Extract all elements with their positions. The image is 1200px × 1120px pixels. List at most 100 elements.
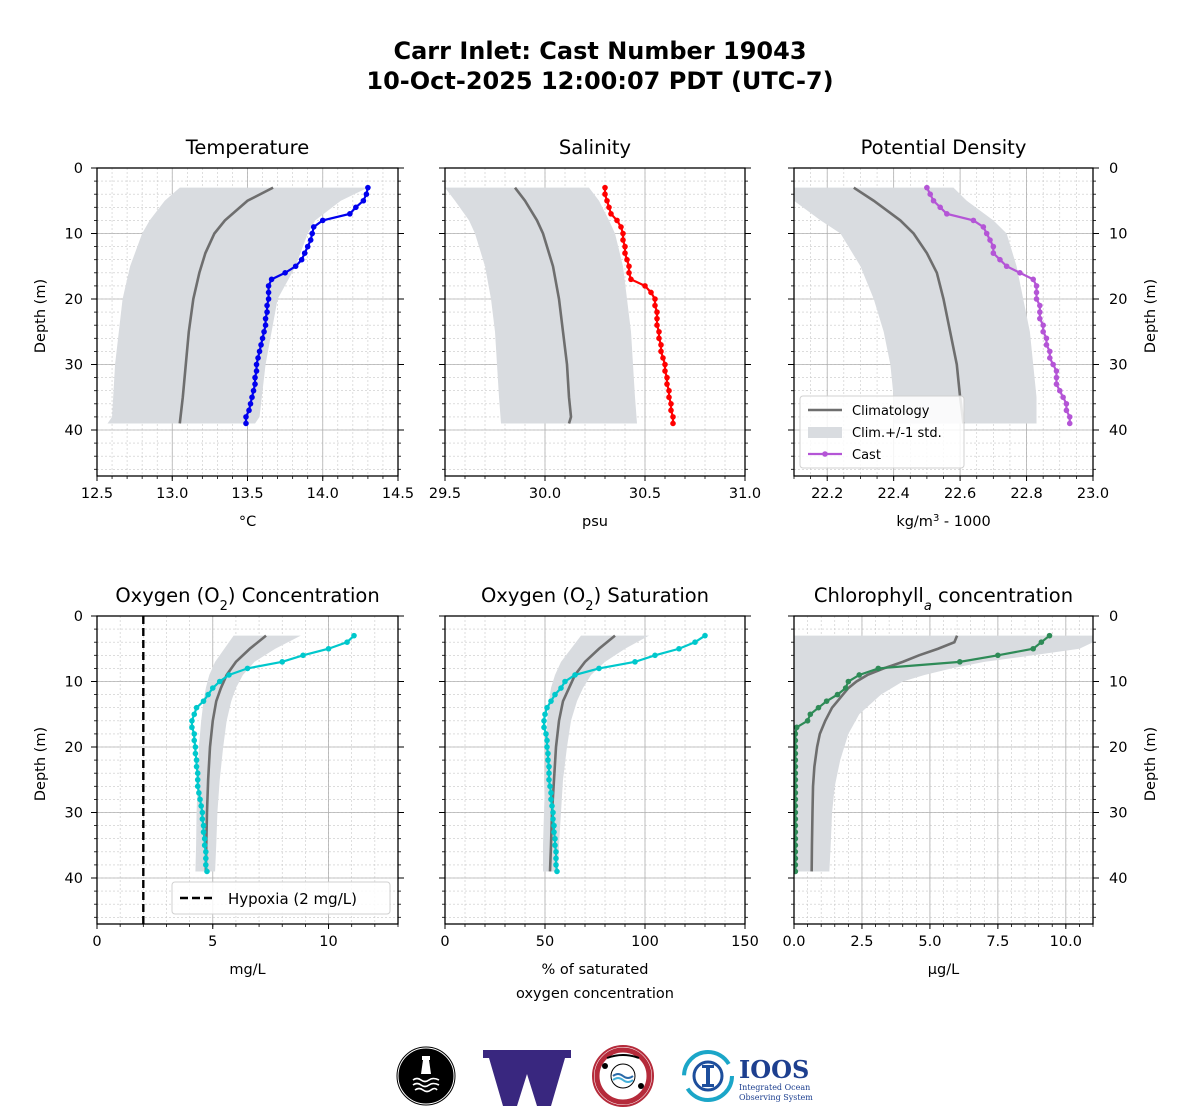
cast-point bbox=[205, 691, 211, 698]
x-tick-label: 2.5 bbox=[850, 934, 873, 950]
cast-point bbox=[662, 361, 668, 368]
cast-point bbox=[618, 224, 624, 230]
cast-point bbox=[1033, 283, 1040, 289]
cast-point bbox=[249, 394, 255, 401]
cast-point bbox=[279, 659, 286, 665]
cast-point bbox=[268, 276, 275, 283]
cast-point bbox=[209, 685, 216, 691]
cast-point bbox=[1017, 270, 1023, 276]
figure-title-line1: Carr Inlet: Cast Number 19043 bbox=[393, 37, 807, 65]
cast-point bbox=[842, 685, 849, 691]
cast-point bbox=[545, 750, 551, 757]
cast-point bbox=[987, 237, 993, 243]
x-axis-label-suffix: - 1000 bbox=[939, 514, 990, 530]
cast-point bbox=[658, 342, 664, 348]
cast-point bbox=[304, 243, 311, 250]
x-tick-label: 22.4 bbox=[878, 486, 910, 502]
cast-point bbox=[544, 744, 550, 750]
cast-point bbox=[662, 368, 668, 374]
cast-point bbox=[794, 770, 799, 776]
panel-density: 22.2 22.4 22.6 22.8 23.0 kg/m3 - 1000 0 10 20 30 4… bbox=[788, 136, 1159, 530]
cast-point bbox=[1063, 407, 1070, 414]
cast-point bbox=[983, 230, 990, 237]
y-axis: 0 10 20 30 40 Depth (m) bbox=[788, 161, 1159, 470]
cast-point bbox=[670, 414, 676, 420]
cast-point bbox=[298, 256, 305, 263]
cast-point bbox=[189, 724, 195, 731]
legend-cast-marker bbox=[822, 451, 828, 457]
cast-point bbox=[554, 868, 560, 875]
y-tick-label: 40 bbox=[65, 423, 83, 439]
x-tick-label: 22.8 bbox=[1010, 486, 1042, 502]
plot-area bbox=[794, 184, 1073, 427]
x-tick-label: 150 bbox=[731, 934, 759, 950]
cast-point bbox=[804, 718, 811, 724]
cast-point bbox=[702, 632, 708, 639]
panel-title: Chlorophylla concentration bbox=[814, 584, 1073, 614]
plot-area bbox=[541, 632, 708, 875]
cast-point bbox=[310, 224, 317, 230]
cast-point bbox=[550, 809, 556, 816]
y-tick-label: 0 bbox=[1109, 161, 1118, 177]
y-tick-label: 10 bbox=[65, 227, 83, 243]
cast-point bbox=[794, 842, 799, 849]
cast-point bbox=[1050, 361, 1056, 368]
x-axis-label-text: psu bbox=[582, 514, 608, 530]
cast-point bbox=[1047, 348, 1053, 355]
cast-point bbox=[197, 796, 203, 803]
climatology-line bbox=[204, 634, 267, 872]
cast-point bbox=[546, 770, 552, 776]
cast-point bbox=[608, 211, 614, 217]
cast-point bbox=[545, 757, 551, 763]
cast-point bbox=[247, 401, 254, 407]
cast-point bbox=[553, 849, 559, 855]
x-tick-label: 29.5 bbox=[429, 486, 461, 502]
cast-point bbox=[252, 374, 258, 381]
cast-point bbox=[1047, 355, 1053, 361]
cast-point bbox=[660, 355, 666, 361]
cast-point bbox=[319, 217, 326, 224]
panel-title: Oxygen (O2) Concentration bbox=[115, 584, 379, 614]
cast-point bbox=[1003, 263, 1010, 270]
legend-cast-label: Cast bbox=[852, 448, 881, 463]
x-tick-label: 5 bbox=[208, 934, 217, 950]
cast-point bbox=[204, 868, 210, 875]
cast-point bbox=[652, 296, 658, 302]
nanoos-logo bbox=[396, 1046, 456, 1106]
cast-point bbox=[243, 420, 249, 427]
cast-point bbox=[194, 770, 201, 776]
tribal-art-logo bbox=[592, 1045, 654, 1107]
cast-point bbox=[203, 849, 209, 855]
x-axis: 0.0 2.5 5.0 7.5 10.0 μg/L bbox=[782, 924, 1094, 978]
cast-point bbox=[192, 750, 199, 757]
x-axis: 22.2 22.4 22.6 22.8 23.0 kg/m3 - 1000 bbox=[793, 476, 1109, 530]
x-axis-label: % of saturated bbox=[542, 962, 649, 978]
cast-point bbox=[193, 757, 200, 763]
cast-point bbox=[191, 737, 198, 744]
cast-point bbox=[957, 659, 963, 665]
cast-point bbox=[1038, 639, 1045, 645]
y-tick-label: 40 bbox=[65, 871, 83, 887]
panel-title-text: Temperature bbox=[185, 136, 310, 159]
x-axis: 0 5 10 mg/L bbox=[92, 924, 399, 978]
cast-point bbox=[602, 191, 608, 197]
cast-point bbox=[652, 302, 658, 309]
x-axis-label-text: μg/L bbox=[928, 962, 959, 978]
panel-oxygen-saturation: 0 50 100 150 % of saturated oxygen concentrat… bbox=[439, 584, 759, 1002]
x-tick-label: 31.0 bbox=[729, 486, 761, 502]
uw-logo bbox=[483, 1050, 571, 1106]
x-axis-label-text: kg/m bbox=[896, 514, 933, 530]
climatology-line bbox=[513, 186, 573, 424]
x-tick-label: 30.5 bbox=[629, 486, 661, 502]
cast-point bbox=[1030, 645, 1036, 652]
plot-area bbox=[445, 184, 676, 427]
x-tick-label: 14.0 bbox=[307, 486, 339, 502]
cast-point bbox=[794, 849, 799, 855]
cast-point bbox=[265, 283, 272, 289]
cast-point bbox=[552, 691, 558, 698]
y-tick-label: 20 bbox=[1109, 292, 1127, 308]
panel-title: Temperature bbox=[185, 136, 310, 159]
panel-temperature: 12.5 13.0 13.5 14.0 14.5 °C 0 10 20 30 40 Depth (m)… bbox=[33, 136, 414, 530]
cast-point bbox=[602, 184, 608, 191]
